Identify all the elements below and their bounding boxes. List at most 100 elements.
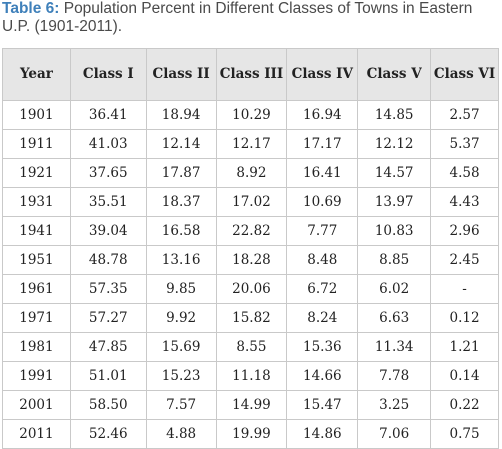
value-cell: 12.12 — [357, 129, 432, 159]
value-cell: 18.28 — [215, 245, 288, 275]
value-cell: 14.99 — [215, 390, 288, 420]
value-cell: 0.12 — [430, 303, 499, 333]
column-header-class-4: Class IV — [286, 48, 359, 101]
value-cell: 8.48 — [286, 245, 359, 275]
value-cell: 2.57 — [430, 100, 499, 130]
value-cell: 17.02 — [215, 187, 288, 217]
value-cell: 17.87 — [145, 158, 217, 188]
value-cell: 3.25 — [357, 390, 432, 420]
value-cell: 12.14 — [145, 129, 217, 159]
year-cell: 2011 — [2, 419, 71, 449]
value-cell: 7.06 — [357, 419, 432, 449]
column-header-class-6: Class VI — [430, 48, 499, 101]
value-cell: 16.58 — [145, 216, 217, 246]
year-cell: 1991 — [2, 361, 71, 391]
year-cell: 1921 — [2, 158, 71, 188]
value-cell: 6.72 — [286, 274, 359, 304]
table-row: 1911 41.03 12.14 12.17 17.17 12.12 5.37 — [2, 129, 499, 159]
year-cell: 1901 — [2, 100, 71, 130]
value-cell: 6.02 — [357, 274, 432, 304]
table-row: 1981 47.85 15.69 8.55 15.36 11.34 1.21 — [2, 332, 499, 362]
value-cell: 0.22 — [430, 390, 499, 420]
value-cell: 15.82 — [215, 303, 288, 333]
value-cell: 7.77 — [286, 216, 359, 246]
value-cell: 0.14 — [430, 361, 499, 391]
value-cell: 4.88 — [145, 419, 217, 449]
value-cell: 10.29 — [215, 100, 288, 130]
value-cell: 15.36 — [286, 332, 359, 362]
column-header-year: Year — [2, 48, 71, 101]
value-cell: 15.69 — [145, 332, 217, 362]
value-cell: 13.16 — [145, 245, 217, 275]
column-header-class-1: Class I — [69, 48, 147, 101]
value-cell: 16.94 — [286, 100, 359, 130]
value-cell: 8.85 — [357, 245, 432, 275]
value-cell: 14.57 — [357, 158, 432, 188]
value-cell: 18.94 — [145, 100, 217, 130]
value-cell: 10.69 — [286, 187, 359, 217]
table-row: 2001 58.50 7.57 14.99 15.47 3.25 0.22 — [2, 390, 499, 420]
value-cell: 15.47 — [286, 390, 359, 420]
value-cell: 18.37 — [145, 187, 217, 217]
value-cell: 35.51 — [69, 187, 147, 217]
value-cell: 17.17 — [286, 129, 359, 159]
value-cell: 57.27 — [69, 303, 147, 333]
year-cell: 1981 — [2, 332, 71, 362]
table-header-row: Year Class I Class II Class III Class IV… — [2, 48, 499, 101]
population-table: Year Class I Class II Class III Class IV… — [2, 48, 499, 449]
table-row: 2011 52.46 4.88 19.99 14.86 7.06 0.75 — [2, 419, 499, 449]
value-cell: 51.01 — [69, 361, 147, 391]
value-cell: 7.78 — [357, 361, 432, 391]
year-cell: 1961 — [2, 274, 71, 304]
value-cell: 16.41 — [286, 158, 359, 188]
value-cell: 36.41 — [69, 100, 147, 130]
table-caption-label: Table 6: — [2, 0, 60, 17]
table-row: 1931 35.51 18.37 17.02 10.69 13.97 4.43 — [2, 187, 499, 217]
table-row: 1941 39.04 16.58 22.82 7.77 10.83 2.96 — [2, 216, 499, 246]
value-cell: 22.82 — [215, 216, 288, 246]
table-row: 1921 37.65 17.87 8.92 16.41 14.57 4.58 — [2, 158, 499, 188]
value-cell: 58.50 — [69, 390, 147, 420]
value-cell: 10.83 — [357, 216, 432, 246]
table-row: 1901 36.41 18.94 10.29 16.94 14.85 2.57 — [2, 100, 499, 130]
value-cell: 48.78 — [69, 245, 147, 275]
value-cell: 8.24 — [286, 303, 359, 333]
year-cell: 1941 — [2, 216, 71, 246]
table-caption: Table 6: Population Percent in Different… — [2, 0, 500, 36]
value-cell: 12.17 — [215, 129, 288, 159]
value-cell: 11.34 — [357, 332, 432, 362]
year-cell: 1951 — [2, 245, 71, 275]
value-cell: 8.92 — [215, 158, 288, 188]
value-cell: 57.35 — [69, 274, 147, 304]
value-cell: 19.99 — [215, 419, 288, 449]
table-row: 1961 57.35 9.85 20.06 6.72 6.02- — [2, 274, 499, 304]
value-cell: 8.55 — [215, 332, 288, 362]
year-cell: 2001 — [2, 390, 71, 420]
value-cell: 13.97 — [357, 187, 432, 217]
value-cell: 52.46 — [69, 419, 147, 449]
table-row: 1971 57.27 9.92 15.82 8.24 6.63 0.12 — [2, 303, 499, 333]
value-cell: 2.96 — [430, 216, 499, 246]
table-row: 1951 48.78 13.16 18.28 8.48 8.85 2.45 — [2, 245, 499, 275]
value-cell: 9.92 — [145, 303, 217, 333]
table-caption-text: Population Percent in Different Classes … — [2, 0, 473, 35]
value-cell: 1.21 — [430, 332, 499, 362]
value-cell: 7.57 — [145, 390, 217, 420]
value-cell: 9.85 — [145, 274, 217, 304]
value-cell: 39.04 — [69, 216, 147, 246]
value-cell: 2.45 — [430, 245, 499, 275]
year-cell: 1931 — [2, 187, 71, 217]
column-header-class-3: Class III — [215, 48, 288, 101]
value-cell: 4.58 — [430, 158, 499, 188]
value-cell: 47.85 — [69, 332, 147, 362]
table-body: 1901 36.41 18.94 10.29 16.94 14.85 2.57 1911 41.… — [2, 100, 499, 449]
value-cell: 15.23 — [145, 361, 217, 391]
year-cell: 1971 — [2, 303, 71, 333]
value-cell: 37.65 — [69, 158, 147, 188]
value-cell: 14.85 — [357, 100, 432, 130]
value-cell: 20.06 — [215, 274, 288, 304]
column-header-class-2: Class II — [145, 48, 217, 101]
table-row: 1991 51.01 15.23 11.18 14.66 7.78 0.14 — [2, 361, 499, 391]
value-cell: 5.37 — [430, 129, 499, 159]
value-cell: 14.66 — [286, 361, 359, 391]
